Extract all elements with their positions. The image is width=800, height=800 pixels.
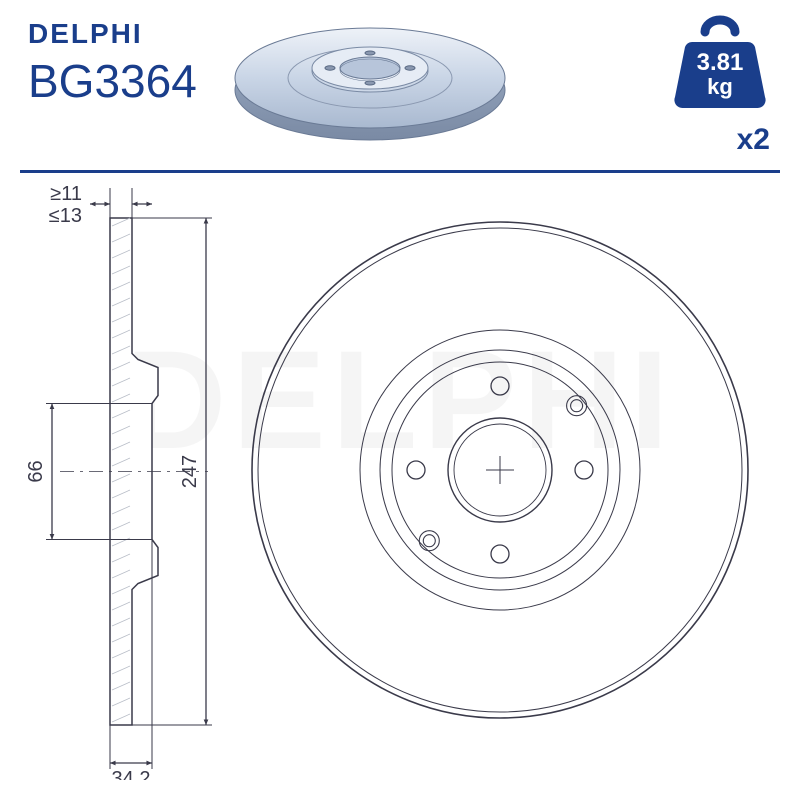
svg-text:≥11: ≥11 bbox=[50, 183, 82, 205]
weight-unit: kg bbox=[707, 74, 733, 99]
product-render bbox=[230, 18, 510, 148]
svg-text:34.2: 34.2 bbox=[112, 768, 151, 780]
disc-face-view bbox=[252, 222, 748, 718]
weight-icon: 3.81 kg bbox=[670, 14, 770, 114]
quantity-label: x2 bbox=[670, 123, 770, 157]
weight-block: 3.81 kg x2 bbox=[670, 14, 770, 157]
divider bbox=[20, 170, 780, 173]
weight-value: 3.81 bbox=[697, 49, 744, 76]
svg-text:247: 247 bbox=[179, 455, 201, 488]
svg-text:66: 66 bbox=[25, 460, 47, 482]
technical-drawing: ≥11≤13 247 66 34.2 bbox=[0, 180, 800, 780]
svg-text:≤13: ≤13 bbox=[49, 205, 82, 227]
header: DELPHI BG3364 bbox=[0, 0, 800, 170]
